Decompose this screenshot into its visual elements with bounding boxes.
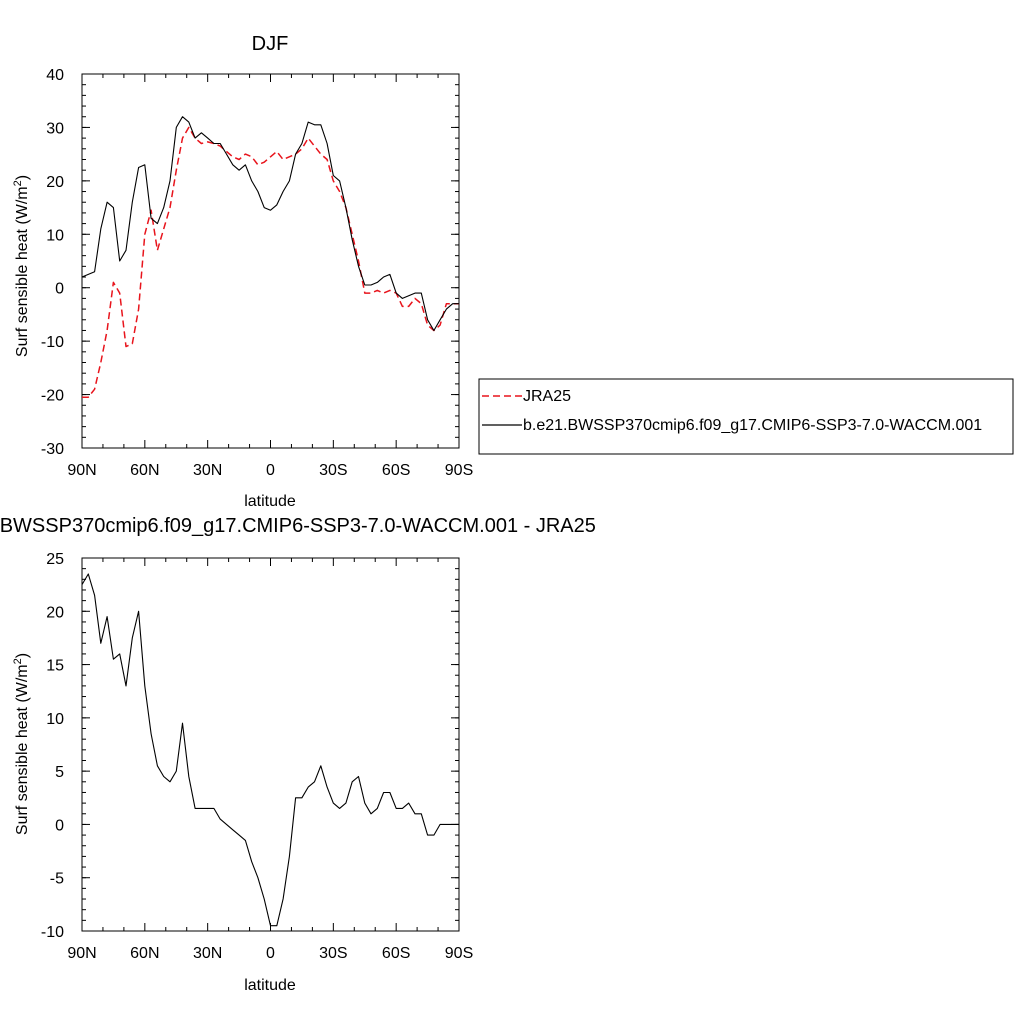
x-tick-label: 60N (130, 462, 159, 479)
x-axis-label: latitude (244, 977, 296, 994)
x-tick-label: 60N (130, 945, 159, 962)
y-tick-label: 0 (55, 281, 64, 298)
y-tick-label: 25 (46, 551, 64, 568)
x-tick-label: 30S (319, 462, 347, 479)
y-tick-label: 15 (46, 658, 64, 675)
plot-frame (81, 73, 460, 449)
x-tick-label: 30N (193, 945, 222, 962)
y-tick-label: -10 (41, 334, 64, 351)
legend-label-model: b.e21.BWSSP370cmip6.f09_g17.CMIP6-SSP3-7… (523, 417, 982, 434)
y-tick-label: 30 (46, 120, 64, 137)
x-axis-label: latitude (244, 493, 296, 510)
y-tick-label: 20 (46, 604, 64, 621)
x-tick-label: 90S (445, 462, 473, 479)
y-tick-label: -10 (41, 924, 64, 941)
bottom-chart-panel: b.e21.BWSSP370cmip6.f09_g17.CMIP6-SSP3-7… (0, 515, 596, 994)
series-line-difference (81, 573, 459, 927)
x-tick-label: 0 (266, 462, 275, 479)
y-tick-label: -20 (41, 388, 64, 405)
y-tick-label: 10 (46, 227, 64, 244)
y-tick-label: -5 (50, 871, 64, 888)
x-tick-label: 30S (319, 945, 347, 962)
x-tick-label: 90N (67, 945, 96, 962)
x-tick-label: 60S (382, 462, 410, 479)
plot-area: 90N 60N 30N 0 30S 60S 90S -30 -20 -10 0 10 20 30 40 (41, 67, 473, 479)
series-line-model (81, 116, 459, 332)
y-tick-label: 40 (46, 67, 64, 84)
chart-title: DJF (252, 33, 289, 55)
x-tick-label: 30N (193, 462, 222, 479)
x-tick-label: 60S (382, 945, 410, 962)
x-tick-label: 90S (445, 945, 473, 962)
y-tick-label: 20 (46, 174, 64, 191)
y-axis-label: Surf sensible heat (W/m2) (12, 653, 31, 835)
y-tick-label: -30 (41, 441, 64, 458)
legend-box (478, 378, 1014, 455)
y-tick-label: 0 (55, 817, 64, 834)
legend-label-jra25: JRA25 (523, 388, 571, 405)
plot-area: 90N 60N 30N 0 30S 60S 90S -10 -5 0 5 10 15 20 25 (41, 551, 473, 962)
x-tick-label: 90N (67, 462, 96, 479)
y-tick-label: 10 (46, 711, 64, 728)
y-tick-label: 5 (55, 764, 64, 781)
y-axis-label: Surf sensible heat (W/m2) (12, 175, 31, 357)
legend: JRA25 b.e21.BWSSP370cmip6.f09_g17.CMIP6-… (478, 378, 1014, 455)
chart-title: b.e21.BWSSP370cmip6.f09_g17.CMIP6-SSP3-7… (0, 515, 596, 537)
top-chart-panel: DJF Surf sensible heat (W/m2) latitude 9… (12, 33, 473, 510)
x-tick-label: 0 (266, 945, 275, 962)
